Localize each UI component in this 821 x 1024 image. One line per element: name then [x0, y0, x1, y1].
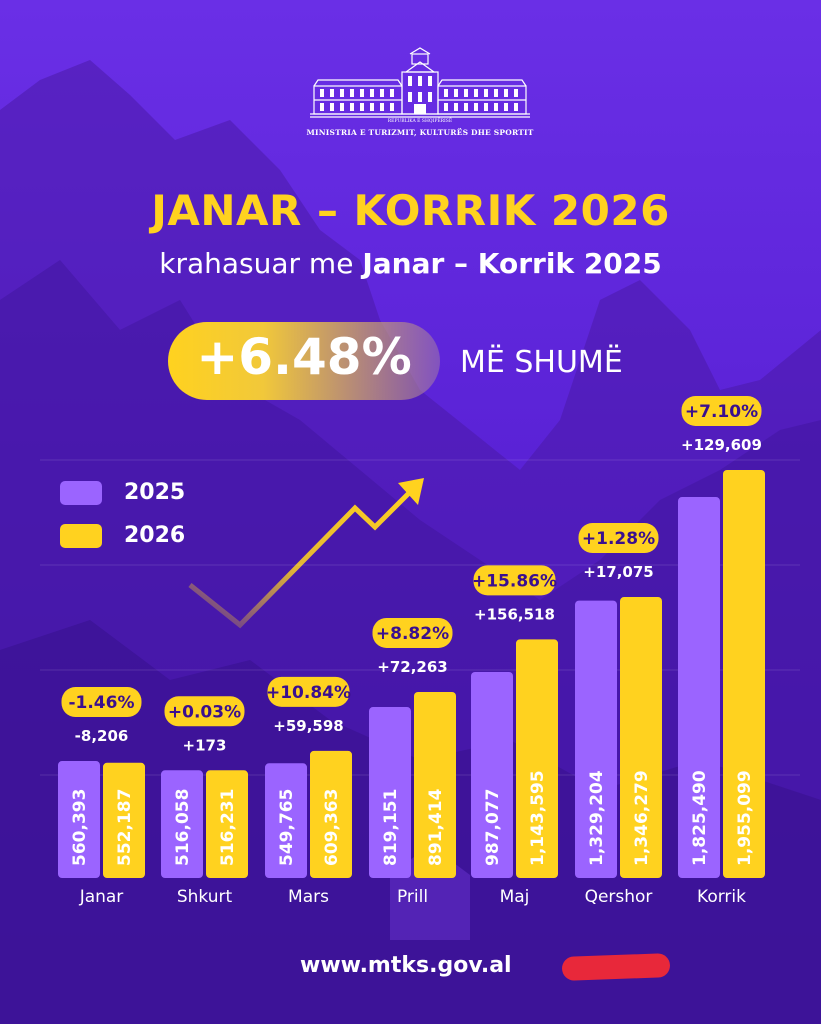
pct-change-label: +8.82% [376, 624, 449, 644]
abs-change-label: +72,263 [377, 658, 447, 676]
value-label-2026: 1,955,099 [735, 770, 755, 866]
pct-change-label: -1.46% [68, 693, 134, 713]
bar-2026 [620, 597, 662, 878]
value-label-2025: 1,329,204 [587, 770, 607, 866]
pct-change-label: +15.86% [472, 571, 557, 591]
bar-2025 [471, 672, 513, 878]
abs-change-label: +173 [183, 736, 227, 754]
subtitle-prefix: krahasuar me [159, 247, 363, 280]
pct-change-pill [578, 523, 659, 554]
abs-change-label: +17,075 [583, 563, 653, 581]
abs-change-label: -8,206 [75, 727, 129, 745]
value-label-2025: 819,151 [381, 789, 401, 866]
pct-change-label: +0.03% [168, 702, 241, 722]
subtitle-period: Janar – Korrik 2025 [362, 247, 662, 280]
trend-arrow-icon [188, 490, 412, 629]
pct-change-label: +1.28% [582, 529, 655, 549]
pct-change-pill [681, 396, 762, 426]
bar-2026 [206, 770, 248, 878]
bar-2025 [161, 770, 203, 878]
value-label-2025: 549,765 [277, 789, 297, 866]
legend-label-2025: 2025 [124, 480, 186, 505]
value-label-2026: 552,187 [115, 789, 135, 866]
value-label-2026: 1,143,595 [528, 770, 548, 866]
value-label-2026: 1,346,279 [632, 770, 652, 866]
bar-2025 [575, 600, 617, 878]
headline-pill [168, 322, 440, 400]
pct-change-pill [372, 617, 453, 648]
page-subtitle: krahasuar me Janar – Korrik 2025 [0, 247, 821, 280]
pct-change-pill [267, 676, 350, 707]
bar-2025 [369, 707, 411, 878]
trend-arrowhead-icon [398, 478, 424, 505]
value-label-2025: 560,393 [70, 789, 90, 866]
bar-2026 [723, 470, 765, 878]
headline-change: +6.48% [196, 328, 412, 386]
republic-label: REPUBLIKA E SHQIPËRISË [387, 119, 453, 124]
value-label-2026: 609,363 [322, 789, 342, 866]
pct-change-pill [61, 687, 142, 718]
ministry-name: MINISTRIA E TURIZMIT, KULTURËS DHE SPORT… [306, 128, 534, 137]
pct-change-label: +7.10% [685, 402, 758, 422]
value-label-2025: 987,077 [483, 789, 503, 866]
category-label: Maj [500, 887, 530, 907]
pct-change-label: +10.84% [266, 683, 351, 703]
category-label: Prill [397, 887, 428, 907]
abs-change-label: +156,518 [474, 605, 555, 623]
abs-change-label: +59,598 [273, 717, 343, 735]
bar-2026 [310, 750, 352, 878]
category-label: Shkurt [177, 887, 233, 907]
bar-2025 [678, 497, 720, 878]
pct-change-pill [164, 696, 245, 727]
bar-2026 [103, 762, 145, 878]
pct-change-pill [473, 565, 556, 596]
category-label: Janar [79, 887, 124, 907]
bar-2025 [58, 761, 100, 878]
value-label-2026: 891,414 [426, 788, 446, 866]
abs-change-label: +129,609 [681, 436, 762, 454]
value-label-2025: 1,825,490 [690, 770, 710, 866]
bar-2026 [414, 691, 456, 878]
website-link[interactable]: www.mtks.gov.al [300, 953, 512, 978]
legend-swatch-2026 [60, 524, 102, 548]
bar-2026 [516, 639, 558, 878]
value-label-2026: 516,231 [218, 789, 238, 866]
page-title: JANAR – KORRIK 2026 [151, 186, 670, 235]
value-label-2025: 516,058 [173, 789, 193, 866]
category-label: Korrik [697, 887, 746, 907]
redacted-mark [561, 953, 671, 981]
category-label: Mars [288, 887, 329, 907]
legend-swatch-2025 [60, 481, 102, 505]
ministry-building-logo [310, 47, 530, 118]
headline-suffix: MË SHUMË [460, 345, 623, 380]
legend-label-2026: 2026 [124, 523, 186, 548]
bar-2025 [265, 763, 307, 878]
category-label: Qershor [585, 887, 653, 907]
